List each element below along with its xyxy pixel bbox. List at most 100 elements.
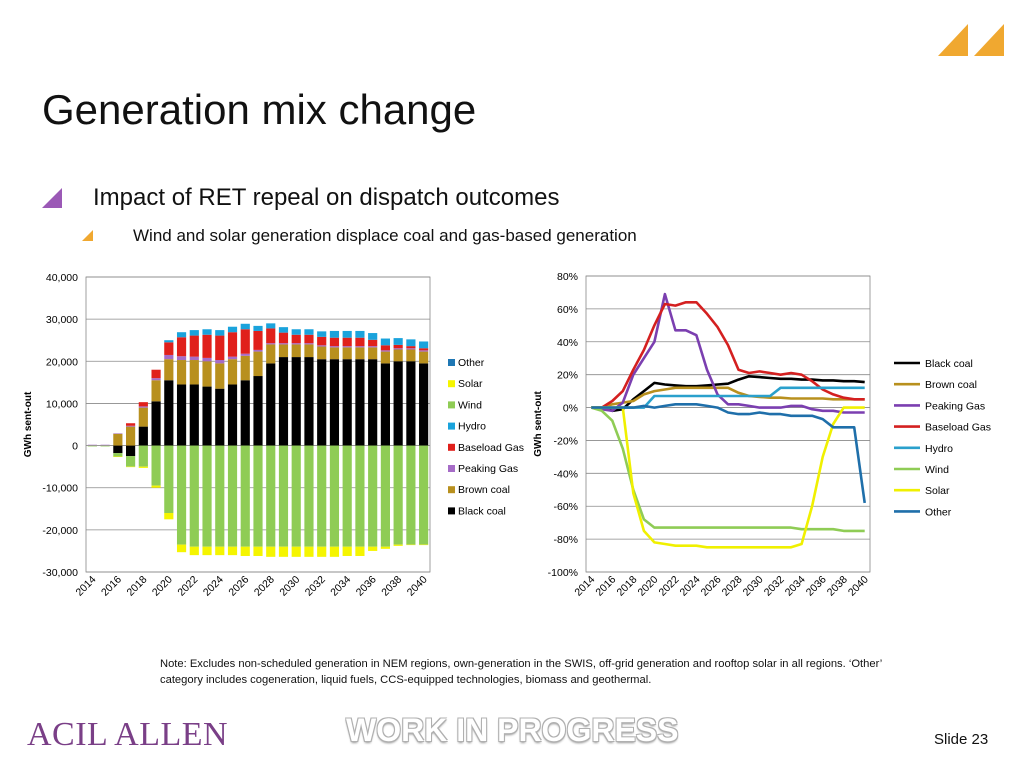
bar-segment-black-coal	[355, 359, 365, 446]
y-tick-label: -40%	[553, 468, 578, 480]
x-tick-label: 2034	[783, 574, 808, 599]
bar-segment-peaking-gas	[202, 357, 212, 362]
legend-label: Brown coal	[458, 484, 510, 496]
bar-segment-peaking-gas	[164, 354, 174, 360]
bar-segment-peaking-gas	[189, 356, 199, 361]
bar-segment-brown-coal	[176, 360, 187, 385]
x-tick-label: 2040	[846, 574, 871, 599]
y-tick-label: 20%	[557, 370, 578, 382]
bar-segment-hydro	[227, 326, 238, 333]
bar-segment-brown-coal	[291, 344, 301, 358]
x-tick-label: 2018	[124, 574, 149, 599]
bar-segment-peaking-gas	[126, 425, 136, 427]
brand-logo: ACIL ALLEN	[27, 716, 229, 753]
x-tick-label: 2036	[804, 574, 829, 599]
bar-segment-baseload-gas	[253, 330, 263, 350]
bar-segment-black-coal	[189, 384, 199, 446]
bar-segment-black-coal	[278, 357, 289, 446]
legend-label: Wind	[458, 399, 482, 411]
orange-triangle-bullet-icon	[82, 230, 93, 241]
line-series-brown-coal	[591, 386, 865, 409]
y-tick-label: -20%	[553, 435, 578, 447]
bar-segment-wind	[227, 445, 238, 547]
slide-number: Slide 23	[934, 731, 989, 748]
bar-segment-baseload-gas	[138, 402, 148, 407]
bar-segment-brown-coal	[317, 346, 327, 360]
bar-segment-solar	[291, 546, 301, 557]
bar-segment-wind	[189, 445, 199, 547]
bar-segment-wind	[253, 445, 263, 547]
bar-segment-wind	[393, 445, 403, 545]
line-series-solar	[591, 406, 865, 549]
y-tick-label: -10,000	[42, 483, 78, 495]
bar-segment-peaking-gas	[329, 346, 340, 348]
legend-label: Other	[925, 506, 952, 518]
bar-segment-brown-coal	[164, 359, 174, 381]
bar-segment-baseload-gas	[329, 337, 340, 347]
bar-segment-black-coal	[113, 445, 123, 454]
bar-segment-baseload-gas	[419, 348, 429, 351]
legend-label: Brown coal	[925, 379, 977, 391]
bar-segment-hydro	[368, 333, 378, 340]
bar-segment-hydro	[304, 329, 314, 335]
bar-segment-peaking-gas	[151, 378, 161, 381]
bar-segment-baseload-gas	[291, 334, 301, 344]
bar-segment-black-coal	[266, 363, 276, 446]
bar-segment-black-coal	[240, 380, 250, 446]
bar-segment-solar	[253, 546, 263, 556]
bar-segment-peaking-gas	[100, 444, 110, 446]
x-tick-label: 2022	[657, 574, 682, 599]
bar-segment-peaking-gas	[368, 346, 378, 348]
bar-segment-wind	[419, 445, 429, 545]
bar-segment-brown-coal	[380, 351, 390, 364]
bar-segment-wind	[113, 453, 123, 457]
bar-segment-baseload-gas	[176, 337, 187, 357]
x-tick-label: 2016	[99, 574, 124, 599]
bar-segment-solar	[164, 513, 174, 520]
x-tick-label: 2022	[175, 574, 200, 599]
bar-segment-solar	[215, 546, 225, 556]
bar-segment-black-coal	[202, 386, 212, 446]
bar-segment-solar	[329, 546, 340, 557]
bar-segment-brown-coal	[355, 347, 365, 360]
x-tick-label: 2030	[741, 574, 766, 599]
y-tick-label: 40,000	[46, 272, 78, 284]
bar-segment-black-coal	[419, 363, 429, 446]
bar-segment-wind	[126, 456, 136, 467]
bar-segment-baseload-gas	[266, 328, 276, 344]
line-series-other	[591, 403, 866, 504]
bar-segment-hydro	[329, 330, 340, 338]
bar-segment-wind	[291, 445, 301, 547]
bar-segment-solar	[355, 546, 365, 556]
bar-segment-black-coal	[215, 388, 225, 446]
x-tick-label: 2038	[825, 574, 850, 599]
legend-swatch	[448, 486, 455, 494]
x-tick-label: 2026	[699, 574, 724, 599]
bar-segment-black-coal	[393, 361, 403, 446]
x-tick-label: 2040	[405, 574, 430, 599]
chart-note: Note: Excludes non-scheduled generation …	[160, 658, 882, 686]
y-tick-label: 0	[72, 441, 78, 453]
bar-segment-brown-coal	[189, 360, 199, 385]
y-axis-label: GWh sent-out	[533, 391, 544, 457]
bar-segment-hydro	[419, 341, 429, 349]
x-tick-label: 2020	[150, 574, 175, 599]
x-tick-label: 2032	[303, 574, 328, 599]
y-tick-label: -60%	[553, 501, 578, 513]
bar-segment-baseload-gas	[380, 345, 390, 351]
bar-segment-peaking-gas	[253, 349, 263, 352]
legend-swatch	[448, 422, 455, 430]
bar-segment-hydro	[164, 340, 174, 343]
bar-segment-solar	[342, 546, 352, 556]
bar-segment-black-coal	[317, 359, 327, 446]
bar-segment-peaking-gas	[317, 345, 327, 347]
bar-segment-peaking-gas	[240, 353, 250, 356]
x-tick-label: 2036	[354, 574, 379, 599]
bar-segment-peaking-gas	[380, 350, 390, 352]
bar-segment-wind	[164, 445, 174, 513]
bar-segment-black-coal	[342, 359, 352, 446]
bar-segment-wind	[100, 445, 110, 447]
x-tick-label: 2028	[720, 574, 745, 599]
y-tick-label: -30,000	[42, 567, 78, 579]
bar-segment-hydro	[176, 332, 187, 338]
